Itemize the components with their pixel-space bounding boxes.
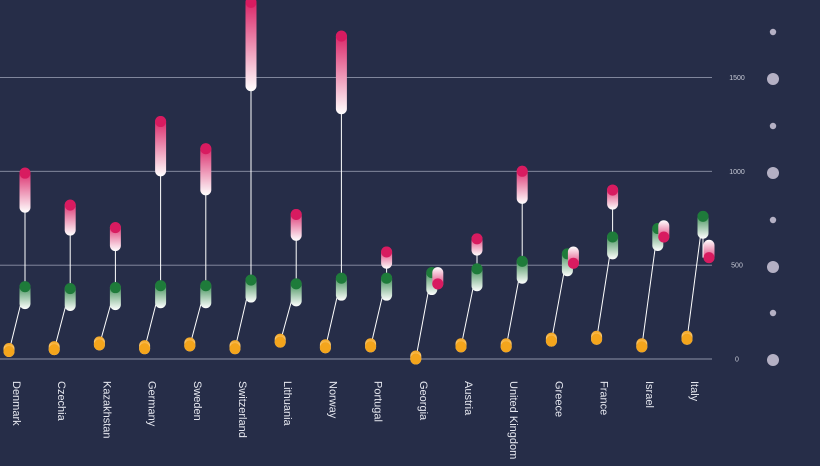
country-label-denmark: Denmark <box>10 381 22 426</box>
y-tick-label: 1500 <box>729 75 745 82</box>
point-start-denmark-dot <box>3 345 15 357</box>
point-end-israel-end <box>658 231 670 243</box>
grid-layer: 0 500 1000 1500 <box>0 75 745 364</box>
point-end-italy-end <box>703 252 715 264</box>
country-label-georgia: Georgia <box>417 381 429 421</box>
point-mid-czechia-end <box>64 283 76 295</box>
point-end-germany <box>155 116 167 177</box>
point-mid-portugal-end <box>381 272 393 284</box>
point-end-switzerland <box>245 0 257 92</box>
country-label-israel: Israel <box>643 381 655 408</box>
point-start-italy-dot <box>681 333 693 345</box>
point-mid-lithuania-end <box>290 278 302 290</box>
point-end-sweden-end <box>200 143 212 155</box>
point-start-israel-dot <box>636 341 648 353</box>
point-start-germany-dot <box>139 343 151 355</box>
country-label-france: France <box>598 381 610 415</box>
legend-dot-7 <box>767 354 779 366</box>
point-end-switzerland-end <box>245 0 257 8</box>
point-start-austria-dot <box>455 341 467 353</box>
country-label-sweden: Sweden <box>191 381 203 421</box>
point-end-norway-end <box>335 30 347 42</box>
country-label-italy: Italy <box>688 381 700 402</box>
legend-dot-5 <box>767 261 779 273</box>
point-start-georgia-dot <box>410 353 422 365</box>
point-end-france-end <box>607 184 619 196</box>
point-start-norway-dot <box>319 342 331 354</box>
point-start-kazakhstan-dot <box>93 339 105 351</box>
country-label-kazakhstan: Kazakhstan <box>100 381 112 438</box>
point-mid-united-kingdom-end <box>516 255 528 267</box>
point-mid-austria-end <box>471 263 483 275</box>
point-end-lithuania-end <box>290 208 302 220</box>
point-mid-italy-end <box>697 210 709 222</box>
legend-dot-4 <box>769 216 777 224</box>
label-layer: Denmark Czechia Kazakhstan Germany Sweden Swi… <box>10 381 700 459</box>
legend-dot-2 <box>769 122 777 130</box>
point-end-czechia-end <box>64 199 76 211</box>
y-tick-label: 500 <box>731 263 743 270</box>
point-mid-switzerland-end <box>245 274 257 286</box>
legend-dot-0 <box>769 28 777 36</box>
point-end-germany-end <box>155 116 167 128</box>
point-end-kazakhstan-end <box>109 222 121 234</box>
y-tick-label: 1000 <box>729 169 745 176</box>
point-end-georgia-end <box>432 278 444 290</box>
point-start-lithuania-dot <box>274 336 286 348</box>
country-label-austria: Austria <box>462 381 474 416</box>
point-mid-norway-end <box>335 272 347 284</box>
point-end-austria-end <box>471 233 483 245</box>
point-end-united-kingdom-end <box>516 165 528 177</box>
point-start-france-dot <box>591 333 603 345</box>
country-label-lithuania: Lithuania <box>281 381 293 427</box>
point-mid-sweden-end <box>200 280 212 292</box>
point-end-sweden <box>200 143 212 196</box>
country-label-united-kingdom: United Kingdom <box>507 381 519 459</box>
point-mid-kazakhstan-end <box>109 282 121 294</box>
country-label-norway: Norway <box>326 381 338 419</box>
y-tick-label: 0 <box>735 357 739 364</box>
country-label-portugal: Portugal <box>372 381 384 422</box>
legend-dot-1 <box>767 73 779 85</box>
point-end-portugal-end <box>381 246 393 258</box>
country-label-germany: Germany <box>146 381 158 427</box>
point-start-portugal-dot <box>365 341 377 353</box>
point-mid-denmark-end <box>19 281 31 293</box>
country-label-greece: Greece <box>552 381 564 417</box>
point-start-greece-dot <box>545 335 557 347</box>
legend-dot-6 <box>769 309 777 317</box>
point-start-czechia-dot <box>48 344 60 356</box>
country-label-switzerland: Switzerland <box>236 381 248 438</box>
size-legend <box>767 28 779 366</box>
point-start-sweden-dot <box>184 340 196 352</box>
legend-dot-3 <box>767 167 779 179</box>
point-end-denmark <box>19 167 31 213</box>
point-end-denmark-end <box>19 167 31 179</box>
country-label-czechia: Czechia <box>55 381 67 422</box>
point-start-switzerland-dot <box>229 343 241 355</box>
point-mid-france-end <box>607 231 619 243</box>
point-end-greece-end <box>567 257 579 269</box>
mark-layer <box>3 0 715 365</box>
point-mid-germany-end <box>155 280 167 292</box>
point-end-norway <box>335 30 347 115</box>
point-start-united-kingdom-dot <box>500 341 512 353</box>
